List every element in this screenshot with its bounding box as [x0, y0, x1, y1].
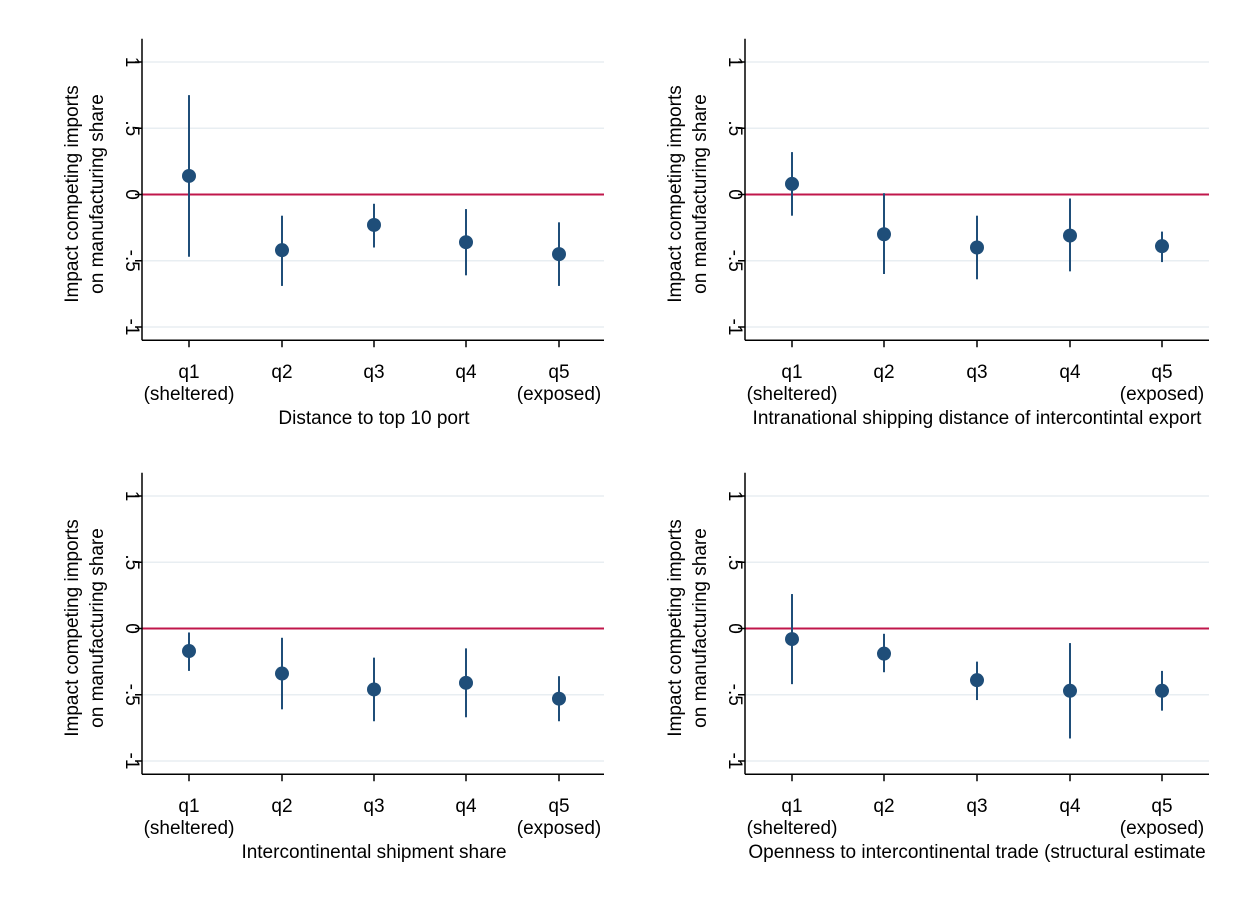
point-estimate: [970, 673, 984, 688]
point-estimate: [1155, 683, 1169, 698]
y-tick-label: 1: [121, 57, 142, 68]
y-tick-label: -1: [724, 319, 745, 336]
x-tick-label: q4: [455, 362, 477, 383]
point-estimate: [970, 240, 984, 255]
x-tick-label: q4: [455, 796, 477, 817]
point-estimate: [1063, 228, 1077, 243]
x-tick-label: q4: [1059, 362, 1081, 383]
y-tick-label: .5: [724, 120, 745, 136]
x-tick-label: q3: [966, 362, 987, 383]
x-tick-label: q3: [363, 362, 384, 383]
x-tick-label: q2: [271, 362, 292, 383]
x-tick-label: q1: [781, 362, 802, 383]
y-tick-label: .5: [121, 554, 142, 570]
y-tick-label: -1: [121, 319, 142, 336]
y-axis-title-line: Impact competing imports: [665, 85, 686, 303]
x-tick-label: q2: [873, 362, 894, 383]
y-tick-label: 0: [724, 623, 745, 634]
point-estimate: [552, 247, 566, 262]
x-tick-label: q1: [178, 362, 199, 383]
y-tick-label: -.5: [724, 250, 745, 272]
y-tick-label: -.5: [724, 684, 745, 706]
point-estimate: [275, 243, 289, 258]
x-tick-label: q2: [873, 796, 894, 817]
point-estimate: [877, 646, 891, 661]
x-tick-sublabel: (sheltered): [144, 384, 235, 405]
point-estimate: [1155, 239, 1169, 254]
y-tick-label: -.5: [121, 250, 142, 272]
y-tick-label: 1: [724, 57, 745, 68]
point-estimate: [182, 168, 196, 183]
x-tick-label: q1: [781, 796, 802, 817]
point-estimate: [1063, 683, 1077, 698]
chart-panel-1: 1 .5 0 -.5 -1 Impact competing imports on manu…: [62, 38, 604, 429]
point-estimate: [367, 682, 381, 697]
x-tick-sublabel: (sheltered): [144, 818, 235, 839]
x-tick-sublabel: (sheltered): [747, 384, 838, 405]
point-estimate: [182, 644, 196, 659]
chart-panel-3: 1 .5 0 -.5 -1 Impact competing imports on manu…: [62, 472, 604, 863]
point-estimate: [459, 235, 473, 250]
x-tick-sublabel: (exposed): [1120, 818, 1205, 839]
y-tick-label: 0: [121, 623, 142, 634]
y-axis-title-line: on manufacturing share: [690, 94, 711, 294]
x-tick-label: q5: [1151, 362, 1172, 383]
x-tick-sublabel: (exposed): [517, 384, 602, 405]
y-tick-label: -1: [121, 753, 142, 770]
point-estimate: [552, 691, 566, 706]
point-estimate: [785, 632, 799, 647]
x-tick-label: q1: [178, 796, 199, 817]
y-axis-title-line: on manufacturing share: [87, 528, 108, 728]
x-axis-title: Intranational shipping distance of inter…: [753, 408, 1203, 429]
x-tick-label: q5: [1151, 796, 1172, 817]
y-axis-title-line: Impact competing imports: [62, 519, 83, 737]
x-axis-title: Intercontinental shipment share: [241, 842, 506, 863]
y-tick-label: -1: [724, 753, 745, 770]
y-tick-label: 0: [121, 189, 142, 200]
x-tick-label: q5: [548, 796, 569, 817]
y-axis-title-line: Impact competing imports: [62, 85, 83, 303]
y-tick-label: -.5: [121, 684, 142, 706]
x-tick-label: q2: [271, 796, 292, 817]
x-tick-label: q3: [363, 796, 384, 817]
point-estimate: [877, 227, 891, 242]
point-estimate: [367, 217, 381, 232]
y-tick-label: 0: [724, 189, 745, 200]
y-axis-title-line: on manufacturing share: [87, 94, 108, 294]
y-tick-label: 1: [121, 491, 142, 502]
point-estimate: [459, 675, 473, 690]
chart-panel-2: 1 .5 0 -.5 -1 Impact competing imports on manu…: [665, 38, 1209, 429]
x-tick-sublabel: (exposed): [1120, 384, 1205, 405]
x-tick-label: q5: [548, 362, 569, 383]
x-tick-sublabel: (sheltered): [747, 818, 838, 839]
y-axis-title-line: Impact competing imports: [665, 519, 686, 737]
x-tick-sublabel: (exposed): [517, 818, 602, 839]
point-estimate: [275, 666, 289, 681]
point-estimate: [785, 176, 799, 191]
x-tick-label: q4: [1059, 796, 1081, 817]
x-tick-label: q3: [966, 796, 987, 817]
y-tick-label: .5: [121, 120, 142, 136]
y-tick-label: 1: [724, 491, 745, 502]
x-axis-title: Distance to top 10 port: [278, 408, 470, 429]
y-axis-title-line: on manufacturing share: [690, 528, 711, 728]
chart-panel-4: 1 .5 0 -.5 -1 Impact competing imports on manu…: [665, 472, 1209, 863]
x-axis-title: Openness to intercontinental trade (stru…: [748, 842, 1205, 863]
y-tick-label: .5: [724, 554, 745, 570]
